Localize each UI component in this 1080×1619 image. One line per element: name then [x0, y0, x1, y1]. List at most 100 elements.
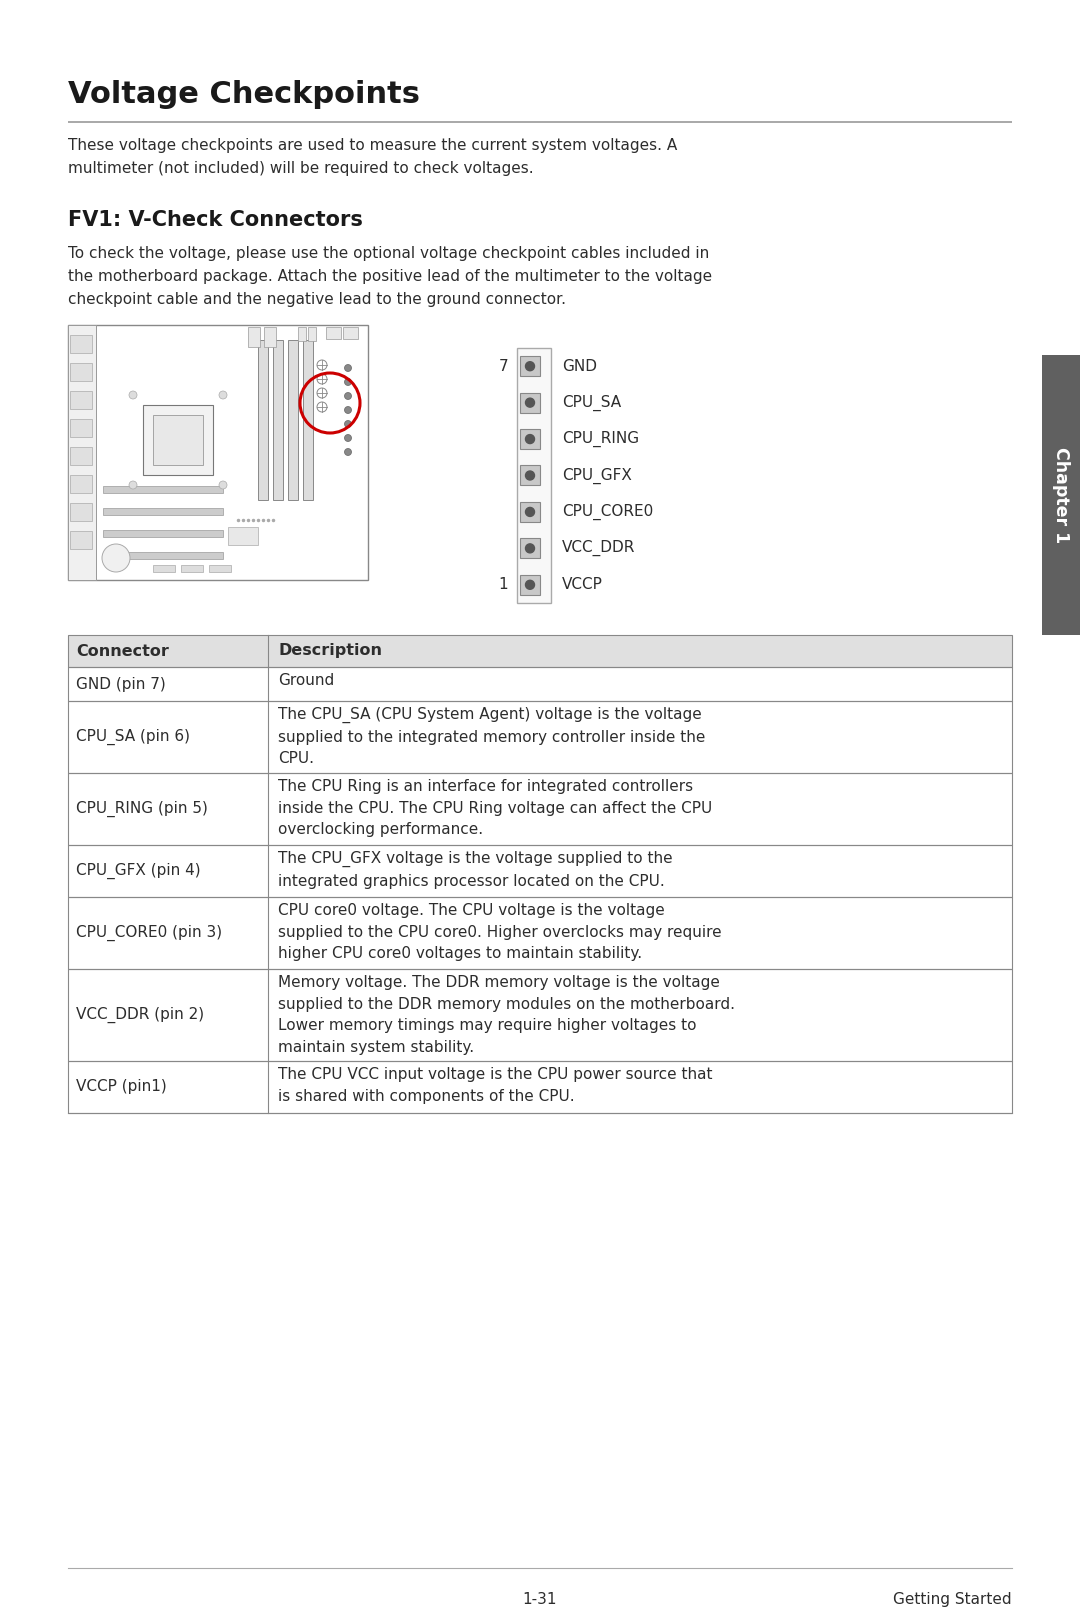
Circle shape — [526, 471, 535, 479]
Circle shape — [526, 580, 535, 589]
Circle shape — [526, 507, 535, 516]
Bar — [68, 845, 1012, 897]
Text: CPU_GFX (pin 4): CPU_GFX (pin 4) — [76, 863, 201, 879]
Bar — [68, 667, 1012, 701]
Text: Voltage Checkpoints: Voltage Checkpoints — [68, 79, 420, 108]
Bar — [153, 414, 203, 465]
Bar — [519, 356, 540, 376]
Bar — [519, 466, 540, 486]
Text: The CPU_GFX voltage is the voltage supplied to the
integrated graphics processor: The CPU_GFX voltage is the voltage suppl… — [278, 852, 673, 889]
Text: Memory voltage. The DDR memory voltage is the voltage
supplied to the DDR memory: Memory voltage. The DDR memory voltage i… — [278, 975, 735, 1056]
Circle shape — [526, 434, 535, 444]
Bar — [70, 531, 92, 549]
Text: FV1: V-Check Connectors: FV1: V-Check Connectors — [68, 210, 363, 230]
Bar — [273, 340, 283, 500]
Text: Ground: Ground — [278, 674, 334, 688]
Bar — [68, 1060, 1012, 1112]
Text: VCC_DDR: VCC_DDR — [562, 541, 635, 557]
Circle shape — [526, 361, 535, 371]
Text: CPU_CORE0: CPU_CORE0 — [562, 504, 653, 520]
Bar — [70, 447, 92, 465]
Bar — [103, 552, 222, 559]
Circle shape — [526, 544, 535, 552]
Bar — [1042, 355, 1080, 635]
Circle shape — [219, 481, 227, 489]
Text: Getting Started: Getting Started — [893, 1591, 1012, 1608]
Circle shape — [345, 406, 351, 413]
Bar — [519, 502, 540, 521]
Bar — [519, 429, 540, 448]
Bar — [68, 635, 1012, 667]
Circle shape — [219, 392, 227, 398]
Bar — [326, 327, 341, 338]
Circle shape — [102, 544, 130, 572]
Text: Description: Description — [278, 643, 382, 659]
Bar — [228, 528, 258, 546]
Bar — [308, 327, 316, 342]
Bar — [70, 335, 92, 353]
Text: To check the voltage, please use the optional voltage checkpoint cables included: To check the voltage, please use the opt… — [68, 246, 712, 306]
Bar — [258, 340, 268, 500]
Bar — [103, 508, 222, 515]
Bar — [68, 897, 1012, 970]
Bar — [70, 363, 92, 380]
Text: VCCP (pin1): VCCP (pin1) — [76, 1080, 166, 1094]
Bar — [210, 565, 231, 572]
Bar — [303, 340, 313, 500]
Bar — [298, 327, 306, 342]
Bar — [153, 565, 175, 572]
Bar — [519, 575, 540, 594]
Text: VCCP: VCCP — [562, 578, 603, 593]
Text: 7: 7 — [498, 359, 508, 374]
Text: Connector: Connector — [76, 643, 168, 659]
Text: Chapter 1: Chapter 1 — [1052, 447, 1070, 542]
Bar — [70, 504, 92, 521]
Bar — [68, 845, 1012, 897]
Text: VCC_DDR (pin 2): VCC_DDR (pin 2) — [76, 1007, 204, 1023]
Text: GND: GND — [562, 359, 597, 374]
Circle shape — [345, 421, 351, 427]
Circle shape — [129, 481, 137, 489]
Bar — [68, 701, 1012, 772]
Bar — [68, 970, 1012, 1060]
Bar — [70, 392, 92, 410]
Bar — [264, 327, 276, 346]
Bar — [70, 419, 92, 437]
Bar — [68, 701, 1012, 772]
Circle shape — [129, 392, 137, 398]
Circle shape — [345, 379, 351, 385]
Circle shape — [345, 364, 351, 371]
Bar — [68, 325, 368, 580]
Text: CPU_SA: CPU_SA — [562, 395, 621, 411]
Circle shape — [345, 448, 351, 455]
Bar — [68, 897, 1012, 970]
Text: CPU_RING (pin 5): CPU_RING (pin 5) — [76, 801, 207, 818]
Text: These voltage checkpoints are used to measure the current system voltages. A
mul: These voltage checkpoints are used to me… — [68, 138, 677, 176]
Bar — [68, 325, 96, 580]
Text: CPU_SA (pin 6): CPU_SA (pin 6) — [76, 729, 190, 745]
Text: CPU_GFX: CPU_GFX — [562, 468, 632, 484]
Bar — [68, 1060, 1012, 1112]
Bar — [181, 565, 203, 572]
Bar — [68, 970, 1012, 1060]
Bar — [519, 539, 540, 559]
Bar — [517, 348, 551, 602]
Text: CPU_CORE0 (pin 3): CPU_CORE0 (pin 3) — [76, 924, 222, 941]
Text: CPU_RING: CPU_RING — [562, 431, 639, 447]
Text: 1-31: 1-31 — [523, 1591, 557, 1608]
Circle shape — [345, 434, 351, 442]
Bar — [143, 405, 213, 474]
Bar — [68, 772, 1012, 845]
Text: 1: 1 — [498, 578, 508, 593]
Bar — [103, 486, 222, 494]
Text: The CPU_SA (CPU System Agent) voltage is the voltage
supplied to the integrated : The CPU_SA (CPU System Agent) voltage is… — [278, 708, 705, 766]
Bar — [68, 772, 1012, 845]
Bar — [103, 529, 222, 538]
Bar — [70, 474, 92, 494]
Text: The CPU VCC input voltage is the CPU power source that
is shared with components: The CPU VCC input voltage is the CPU pow… — [278, 1067, 713, 1104]
Bar — [519, 393, 540, 413]
Bar — [288, 340, 298, 500]
Text: The CPU Ring is an interface for integrated controllers
inside the CPU. The CPU : The CPU Ring is an interface for integra… — [278, 779, 712, 837]
Text: GND (pin 7): GND (pin 7) — [76, 677, 165, 691]
Bar — [343, 327, 357, 338]
